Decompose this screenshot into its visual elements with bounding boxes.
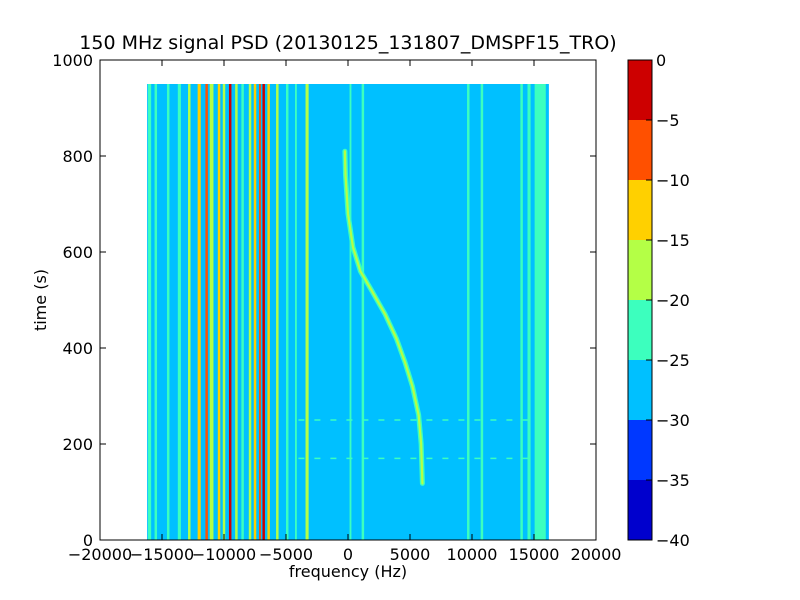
x-axis-title: frequency (Hz) xyxy=(289,562,407,581)
x-tick-label: −20000 xyxy=(68,545,132,564)
y-tick-label: 0 xyxy=(83,531,93,550)
x-tick-label: 0 xyxy=(343,545,353,564)
spectral-line xyxy=(188,84,191,540)
x-tick-label: −10000 xyxy=(192,545,256,564)
y-axis-title: time (s) xyxy=(31,269,50,331)
spectral-line xyxy=(267,84,270,540)
colorbar-segment xyxy=(628,420,652,480)
spectral-line xyxy=(148,84,152,540)
y-tick-label: 200 xyxy=(62,435,93,454)
colorbar-segment xyxy=(628,480,652,540)
spectral-line xyxy=(534,84,546,540)
y-tick-label: 1000 xyxy=(52,51,93,70)
colorbar-segment xyxy=(628,300,652,360)
y-tick-label: 400 xyxy=(62,339,93,358)
x-tick-label: −5000 xyxy=(259,545,313,564)
colorbar-tick-label: −5 xyxy=(656,111,680,130)
x-tick-label: 5000 xyxy=(390,545,431,564)
spectral-line xyxy=(480,84,484,540)
spectral-line xyxy=(305,84,309,540)
x-tick-label: 15000 xyxy=(509,545,560,564)
colorbar-tick-label: −15 xyxy=(656,231,690,250)
spectral-line xyxy=(209,84,214,540)
spectral-line xyxy=(294,84,297,540)
spectral-line xyxy=(177,84,181,540)
spectral-line xyxy=(276,84,279,540)
spectral-line xyxy=(253,84,257,540)
spectral-line xyxy=(527,84,531,540)
colorbar: −40 −35 −30 −25 −20 −15 −10 −5 0 xyxy=(627,51,690,550)
spectral-line xyxy=(228,84,232,540)
colorbar-tick-label: −30 xyxy=(656,411,690,430)
spectral-line xyxy=(361,84,365,540)
colorbar-segment xyxy=(628,360,652,420)
spectral-line xyxy=(467,84,470,540)
spectral-line xyxy=(259,84,261,540)
y-axis: 0 200 400 600 800 1000 xyxy=(52,51,596,550)
spectral-line xyxy=(154,84,158,540)
spectral-line xyxy=(241,84,244,540)
colorbar-segment xyxy=(628,120,652,180)
x-tick-label: 10000 xyxy=(447,545,498,564)
y-tick-label: 600 xyxy=(62,243,93,262)
chart-title: 150 MHz signal PSD (20130125_131807_DMSP… xyxy=(79,32,616,54)
x-tick-label: 20000 xyxy=(571,545,622,564)
spectral-line xyxy=(349,84,352,540)
spectral-line xyxy=(205,84,208,540)
colorbar-segment xyxy=(628,60,652,120)
y-tick-label: 800 xyxy=(62,147,93,166)
spectral-line xyxy=(262,84,265,540)
spectral-line xyxy=(197,84,201,540)
doppler-trace xyxy=(343,150,424,485)
colorbar-segment xyxy=(628,180,652,240)
colorbar-tick-label: −10 xyxy=(656,171,690,190)
colorbar-tick-label: −25 xyxy=(656,351,690,370)
spectral-line xyxy=(217,84,221,540)
spectral-line xyxy=(520,84,523,540)
spectral-line xyxy=(166,84,170,540)
spectral-line xyxy=(286,84,289,540)
spectral-line xyxy=(235,84,238,540)
x-axis: −20000−15000−10000 −5000 0 5000 10000 15000 20… xyxy=(68,60,622,564)
colorbar-tick-label: −40 xyxy=(656,531,690,550)
colorbar-tick-label: −20 xyxy=(656,291,690,310)
colorbar-tick-label: −35 xyxy=(656,471,690,490)
heatmap xyxy=(147,84,549,540)
x-tick-label: −15000 xyxy=(130,545,194,564)
colorbar-segment xyxy=(628,240,652,300)
spectral-line xyxy=(248,84,252,540)
spectral-line xyxy=(222,84,226,540)
colorbar-tick-label: 0 xyxy=(656,51,666,70)
